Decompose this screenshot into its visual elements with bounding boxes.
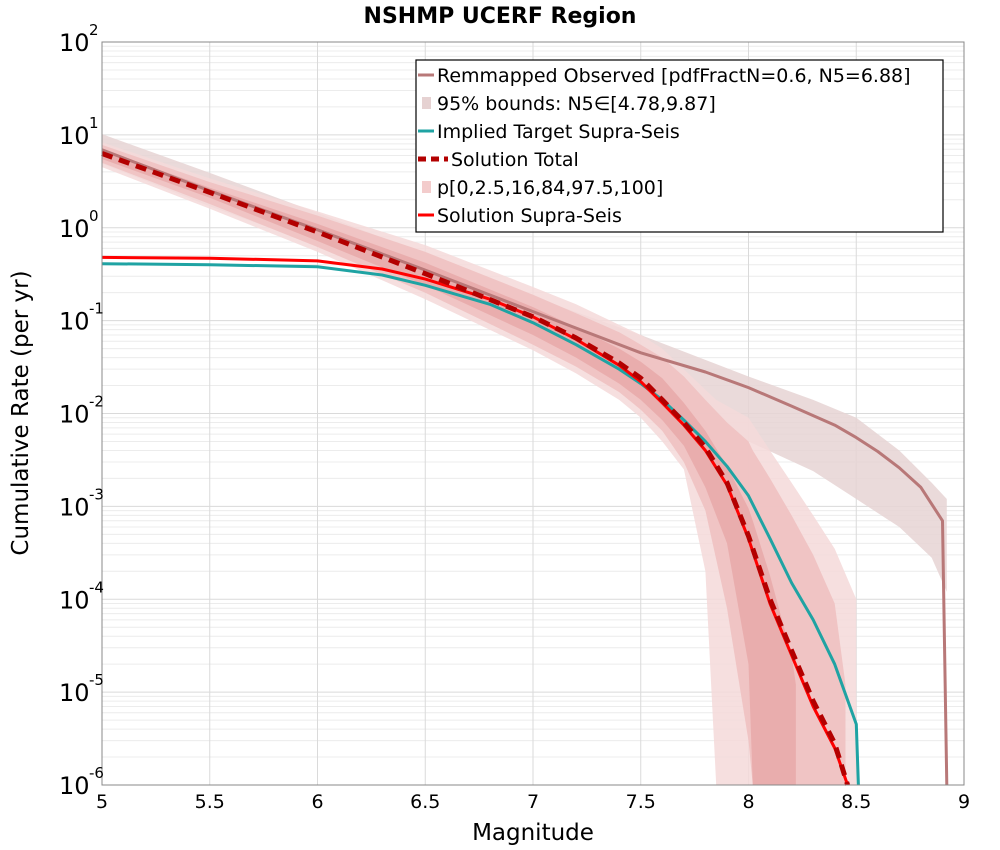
- x-tick-label: 7: [527, 791, 539, 813]
- y-tick-label: 10: [59, 772, 90, 800]
- legend-entry-label: Implied Target Supra-Seis: [437, 121, 680, 143]
- y-tick-label: 10: [59, 308, 90, 336]
- legend-entry-label: p[0,2.5,16,84,97.5,100]: [437, 177, 663, 199]
- y-tick-exponent: 2: [89, 21, 99, 39]
- y-tick-exponent: -6: [89, 764, 104, 782]
- y-tick-exponent: 0: [89, 207, 99, 225]
- legend-entry-label: Remmapped Observed [pdfFractN=0.6, N5=6.…: [437, 65, 911, 87]
- y-tick-exponent: -4: [89, 578, 104, 596]
- legend-entry-label: 95% bounds: N5∈[4.78,9.87]: [437, 93, 716, 115]
- x-tick-label: 7.5: [626, 791, 656, 813]
- x-tick-label: 5: [96, 791, 108, 813]
- legend-swatch-band: [422, 181, 431, 193]
- plot-frame: [101, 41, 965, 786]
- series-line-solution-total: [101, 151, 850, 786]
- series-line-remmapped-observed-pdffractn-0-6-n5-6-88: [101, 148, 949, 786]
- x-tick-label: 8.5: [841, 791, 871, 813]
- x-axis-ticks: 5 5.5 6 6.5 7 7.5 8 8.5 9: [96, 791, 970, 813]
- y-tick-label: 10: [59, 401, 90, 429]
- y-tick-label: 10: [59, 493, 90, 521]
- x-tick-label: 8: [742, 791, 754, 813]
- y-tick-label: 10: [59, 586, 90, 614]
- x-tick-label: 5.5: [195, 791, 225, 813]
- y-tick-exponent: -5: [89, 671, 104, 689]
- x-tick-label: 9: [958, 791, 970, 813]
- y-tick-exponent: 1: [89, 114, 99, 132]
- y-tick-exponent: -2: [89, 393, 104, 411]
- x-axis-label: Magnitude: [472, 820, 594, 846]
- y-tick-exponent: -1: [89, 300, 104, 318]
- y-axis-label: Cumulative Rate (per yr): [8, 270, 34, 555]
- y-tick-label: 10: [59, 29, 90, 57]
- legend-box: [415, 59, 944, 233]
- legend-swatch-band: [422, 97, 431, 109]
- uncertainty-bands: [102, 134, 947, 786]
- y-tick-label: 10: [59, 122, 90, 150]
- y-tick-label: 10: [59, 215, 90, 243]
- x-tick-label: 6.5: [410, 791, 440, 813]
- band-p16-p84: [102, 149, 796, 786]
- y-tick-label: 10: [59, 679, 90, 707]
- series-lines: [101, 148, 949, 786]
- x-tick-label: 6: [311, 791, 323, 813]
- legend-entry-label: Solution Total: [451, 149, 579, 171]
- legend: Remmapped Observed [pdfFractN=0.6, N5=6.…: [415, 59, 944, 233]
- chart-title: NSHMP UCERF Region: [364, 4, 637, 29]
- legend-entry-label: Solution Supra-Seis: [437, 205, 622, 227]
- y-tick-exponent: -3: [89, 485, 104, 503]
